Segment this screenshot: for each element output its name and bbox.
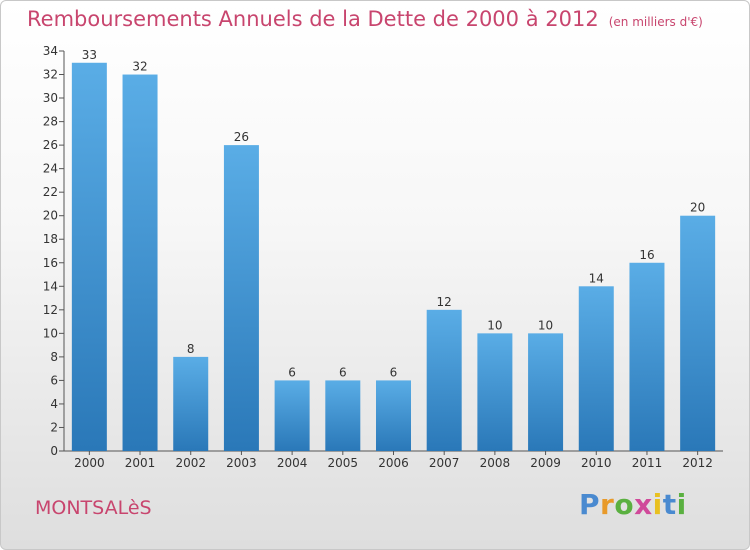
x-tick-label: 2000 [74, 456, 105, 470]
bar-2002 [173, 356, 209, 451]
y-tick-label: 18 [43, 232, 58, 246]
x-tick-label: 2002 [175, 456, 206, 470]
x-tick-label: 2007 [429, 456, 460, 470]
chart-title: Remboursements Annuels de la Dette de 20… [27, 7, 703, 31]
chart-title-main: Remboursements Annuels de la Dette de 20… [27, 7, 599, 31]
y-tick-label: 14 [43, 279, 58, 293]
y-tick-label: 34 [43, 44, 58, 58]
y-tick-label: 24 [43, 162, 58, 176]
chart-unit-label: (en milliers d'€) [608, 15, 703, 29]
logo-letter: i [652, 488, 663, 521]
bar-value-label: 32 [132, 60, 147, 74]
logo-letter: o [614, 488, 635, 521]
y-tick-label: 4 [50, 397, 58, 411]
bar-value-label: 6 [339, 365, 347, 379]
bar-2004 [274, 380, 310, 451]
x-tick-label: 2001 [125, 456, 156, 470]
bar-2005 [325, 380, 361, 451]
y-tick-label: 12 [43, 303, 58, 317]
y-tick-label: 30 [43, 91, 58, 105]
y-tick-label: 2 [50, 420, 58, 434]
x-tick-label: 2006 [378, 456, 409, 470]
y-tick-label: 8 [50, 350, 58, 364]
bar-value-label: 16 [639, 248, 654, 262]
logo-letter: r [600, 488, 615, 521]
x-tick-label: 2003 [226, 456, 257, 470]
town-name: MONTSALèS [35, 497, 152, 519]
bar-2007 [426, 309, 462, 451]
y-tick-label: 20 [43, 209, 58, 223]
bar-2012 [680, 215, 716, 451]
bar-2008 [477, 333, 513, 451]
y-tick-label: 22 [43, 185, 58, 199]
bar-2003 [223, 145, 259, 451]
bar-value-label: 10 [487, 318, 502, 332]
x-tick-label: 2005 [328, 456, 359, 470]
bar-value-label: 6 [390, 365, 398, 379]
bar-2009 [528, 333, 564, 451]
bar-value-label: 14 [589, 271, 604, 285]
bar-value-label: 33 [82, 48, 97, 62]
y-tick-label: 6 [50, 373, 58, 387]
bar-2001 [122, 74, 158, 451]
x-tick-label: 2010 [581, 456, 612, 470]
y-tick-label: 16 [43, 256, 58, 270]
bar-2006 [376, 380, 411, 451]
logo-letter: i [676, 488, 687, 521]
y-tick-label: 10 [43, 326, 58, 340]
bar-2011 [629, 262, 665, 451]
bar-2000 [71, 62, 107, 451]
bar-value-label: 26 [234, 130, 249, 144]
bar-value-label: 8 [187, 342, 195, 356]
logo-letter: x [634, 488, 653, 521]
logo-letter: P [579, 488, 601, 521]
x-tick-label: 2009 [530, 456, 561, 470]
x-tick-label: 2011 [632, 456, 663, 470]
logo-letter: t [662, 488, 677, 521]
proxiti-logo[interactable]: Proxiti [579, 488, 687, 521]
bar-value-label: 10 [538, 318, 553, 332]
x-tick-label: 2008 [480, 456, 511, 470]
y-tick-label: 26 [43, 138, 58, 152]
y-tick-label: 28 [43, 115, 58, 129]
bar-value-label: 12 [437, 295, 452, 309]
x-tick-label: 2004 [277, 456, 308, 470]
y-tick-label: 0 [50, 444, 58, 458]
y-tick-label: 32 [43, 68, 58, 82]
x-tick-label: 2012 [682, 456, 713, 470]
bar-value-label: 20 [690, 201, 705, 215]
bar-value-label: 6 [288, 365, 296, 379]
bar-2010 [578, 286, 614, 451]
